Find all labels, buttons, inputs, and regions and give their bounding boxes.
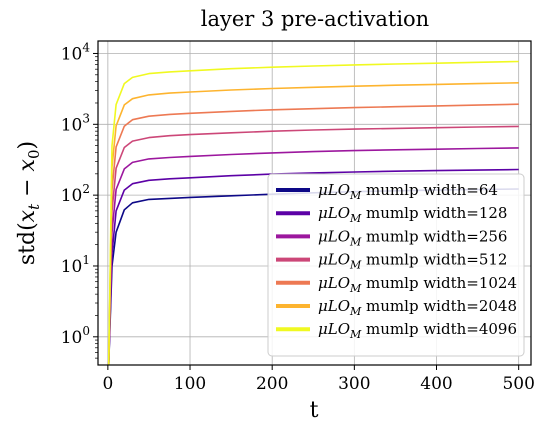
series-line: [107, 125, 519, 366]
x-axis-title: t: [310, 398, 319, 423]
series-line: [107, 82, 519, 366]
x-axis: 0 100 200 300 400 500: [102, 365, 535, 394]
legend-entry: μLOM mumlp width=4096: [318, 320, 517, 341]
legend-entry: μLOM mumlp width=64: [318, 181, 498, 202]
series-line: [107, 60, 519, 366]
series-line: [107, 103, 519, 366]
legend-entry: μLOM mumlp width=512: [318, 251, 507, 272]
y-axis-title: std(xt − x0): [15, 141, 43, 265]
x-tick-label: 100: [174, 374, 206, 394]
y-tick-label: 102: [61, 182, 90, 206]
legend-entry: μLOM mumlp width=256: [318, 227, 507, 248]
plot-frame: [97, 40, 532, 366]
series-layer: [107, 60, 519, 366]
y-tick-label: 100: [61, 324, 90, 348]
x-tick-label: 200: [256, 374, 288, 394]
series-line: [107, 147, 519, 366]
y-tick-label: 103: [61, 111, 90, 135]
legend-entry: μLOM mumlp width=2048: [318, 297, 517, 318]
x-tick-label: 500: [502, 374, 534, 394]
legend-entry: μLOM mumlp width=128: [318, 204, 507, 225]
y-tick-label: 104: [61, 40, 91, 64]
x-tick-label: 300: [338, 374, 370, 394]
y-axis: 100 101 102 103 104: [61, 40, 98, 359]
legend-entry: μLOM mumlp width=1024: [318, 274, 517, 295]
x-tick-label: 400: [420, 374, 452, 394]
x-tick-label: 0: [102, 374, 113, 394]
legend-box: [267, 173, 525, 357]
series-line: [107, 168, 519, 366]
chart-title: layer 3 pre-activation: [201, 7, 429, 31]
y-tick-label: 101: [61, 253, 90, 277]
